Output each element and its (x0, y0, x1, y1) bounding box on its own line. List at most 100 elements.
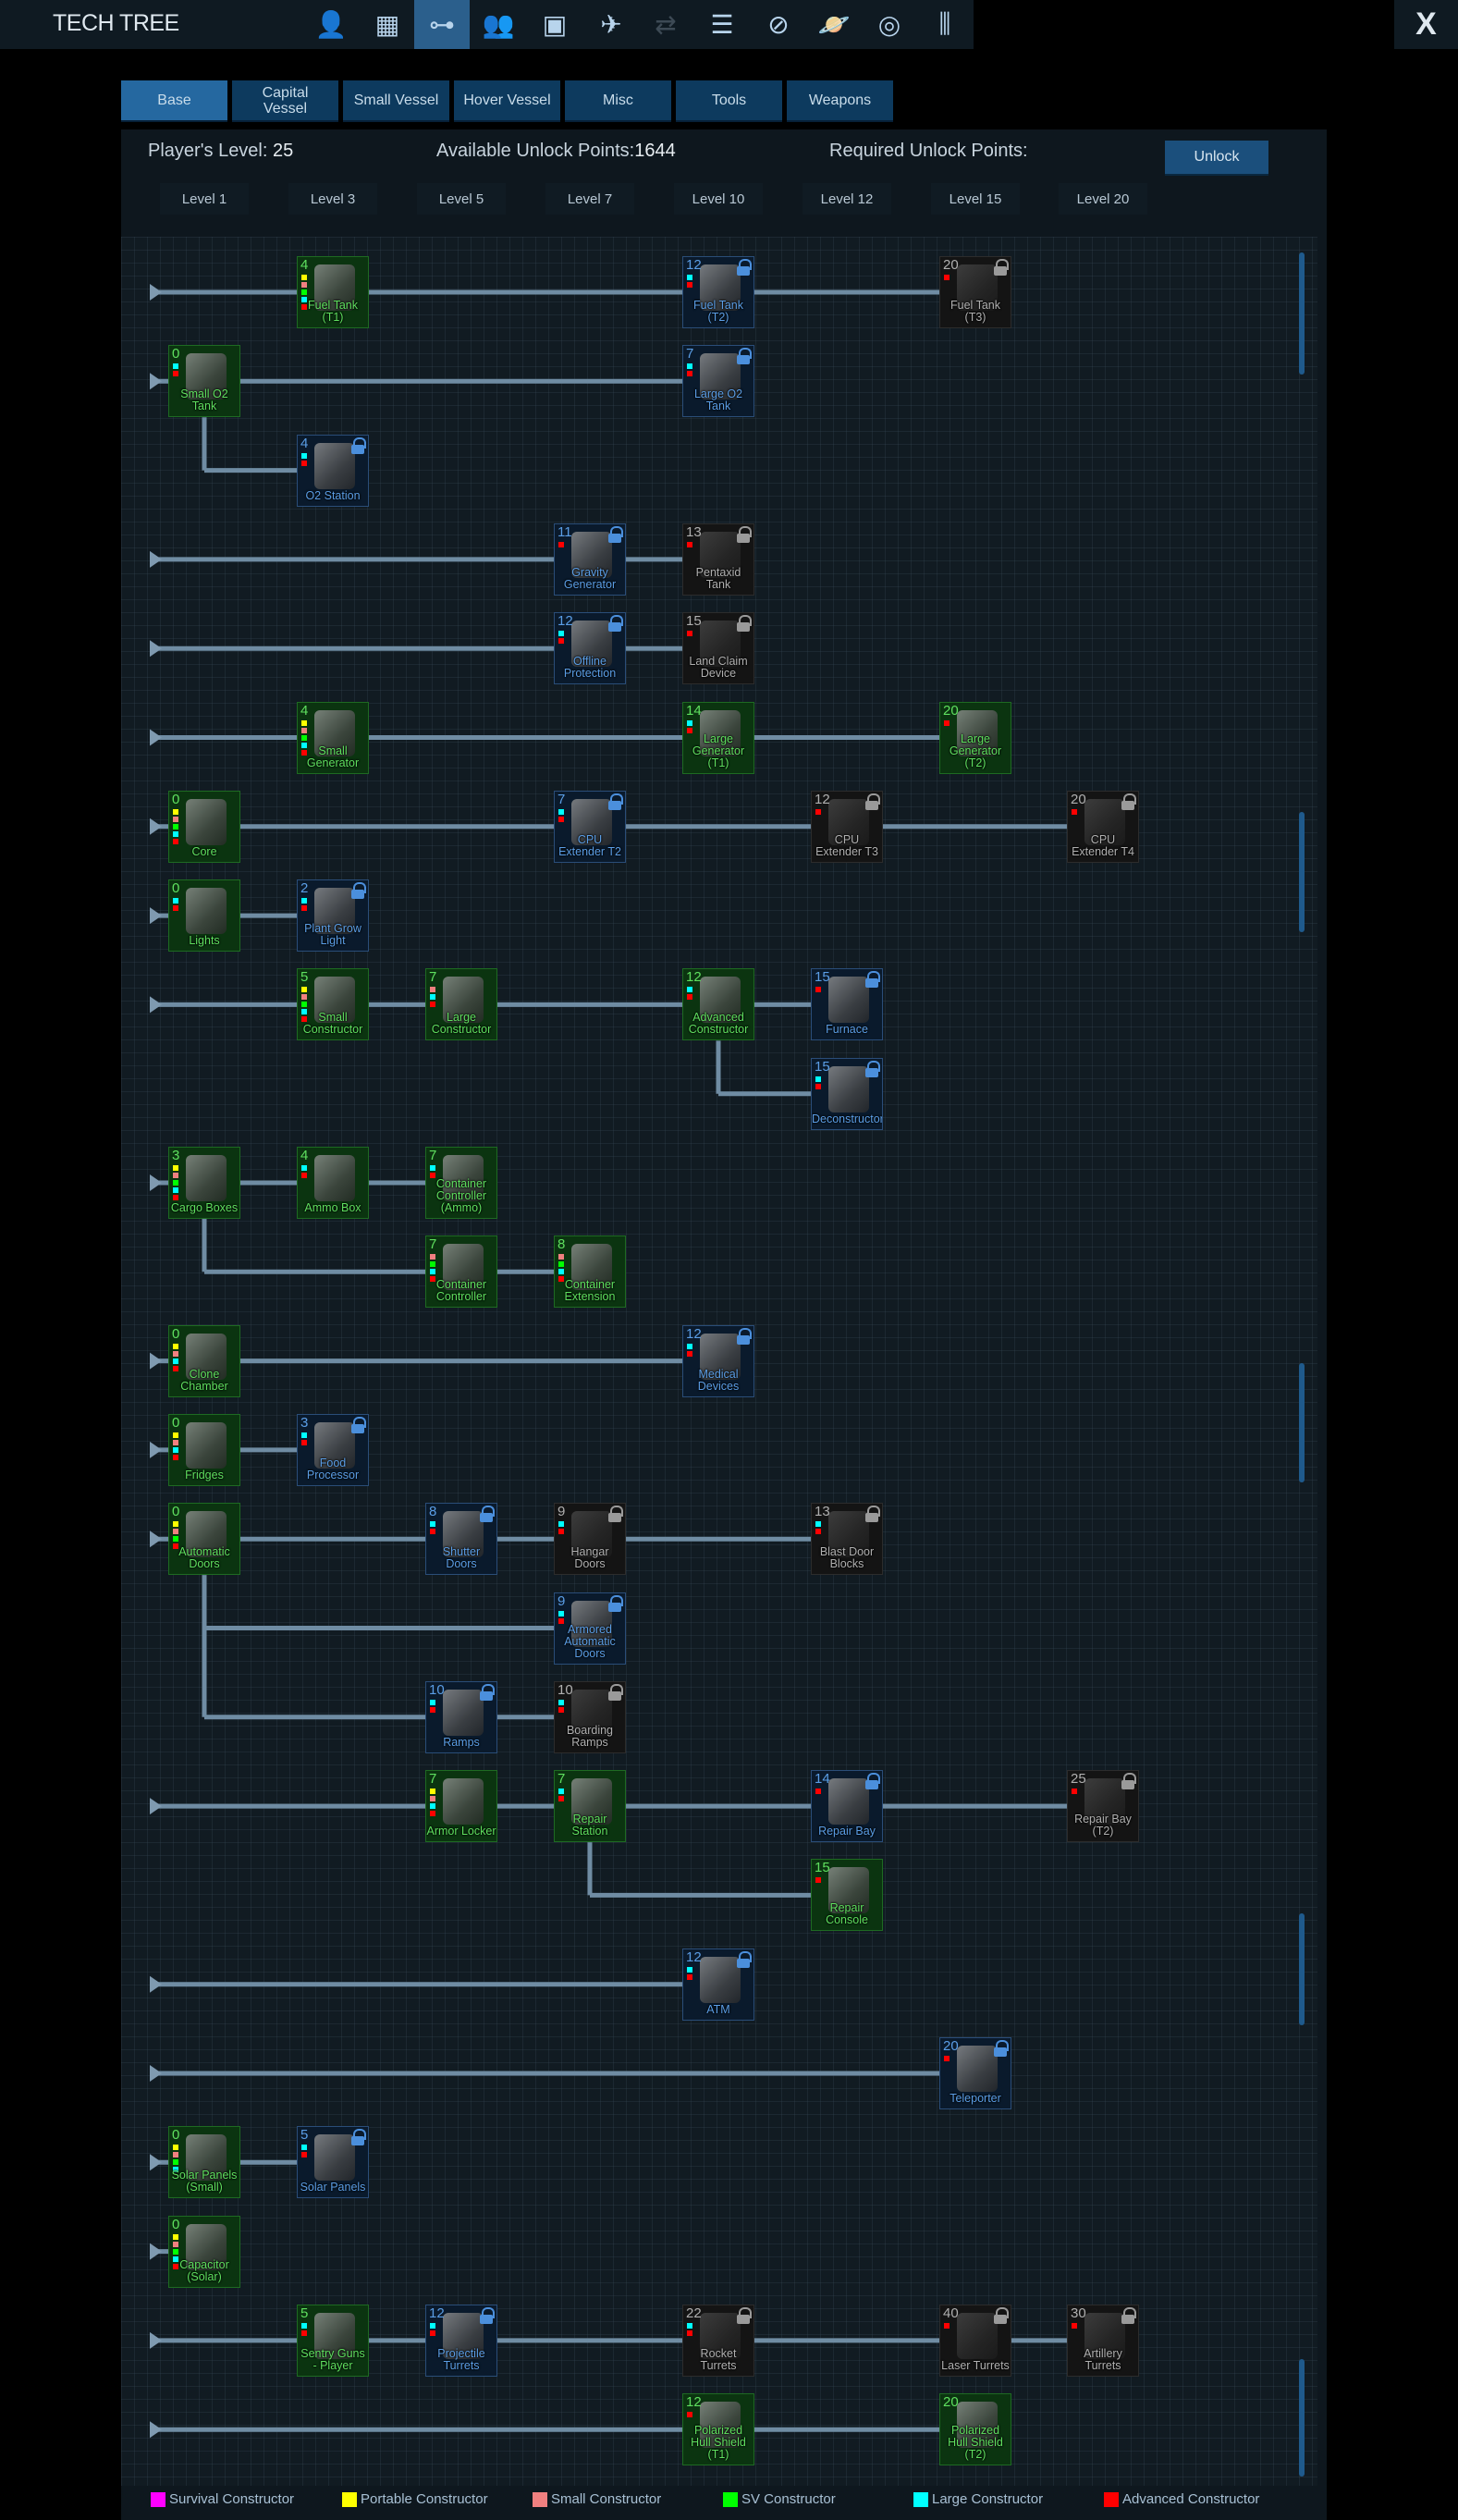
tech-node[interactable]: 0 Fridges (168, 1413, 240, 1486)
galaxy-icon[interactable]: ◎ (877, 10, 901, 39)
tech-node[interactable]: 9 Hangar Doors (554, 1503, 626, 1576)
tech-node[interactable]: 15 Repair Console (811, 1859, 883, 1932)
factory-icon[interactable]: ▦ (374, 10, 400, 39)
settings-icon[interactable]: ⫼ (938, 9, 951, 38)
tech-node[interactable]: 20 Large Generator (T2) (939, 701, 1011, 774)
tech-node[interactable]: 7 Container Controller (425, 1235, 497, 1309)
tab-misc[interactable]: Misc (565, 80, 671, 122)
tech-node[interactable]: 7 Large Constructor (425, 968, 497, 1041)
player-icon[interactable]: 👤 (314, 10, 348, 39)
tech-node[interactable]: 12 Advanced Constructor (682, 968, 754, 1041)
tech-node[interactable]: 7 Repair Station (554, 1770, 626, 1843)
scrollbar-thumb[interactable] (1299, 2359, 1305, 2477)
tech-node[interactable]: 14 Repair Bay (811, 1770, 883, 1843)
tab-capital-vessel[interactable]: Capital Vessel (232, 80, 338, 122)
tech-node[interactable]: 0 Core (168, 790, 240, 863)
tech-node[interactable]: 7 Armor Locker (425, 1770, 497, 1843)
trade-icon[interactable]: ⇄ (655, 10, 677, 39)
constructor-dot-advanced-constructor (687, 631, 692, 637)
tech-node[interactable]: 12 Polarized Hull Shield (T1) (682, 2393, 754, 2466)
tech-node[interactable]: 11 Gravity Generator (554, 522, 626, 596)
tech-node[interactable]: 14 Large Generator (T1) (682, 701, 754, 774)
tech-node[interactable]: 3 Food Processor (297, 1413, 369, 1486)
tab-weapons[interactable]: Weapons (787, 80, 893, 122)
tech-node[interactable]: 12 Medical Devices (682, 1324, 754, 1397)
planet-icon[interactable]: 🪐 (817, 10, 851, 39)
tech-node[interactable]: 7 Large O2 Tank (682, 345, 754, 418)
tech-node[interactable]: 4 Ammo Box (297, 1147, 369, 1219)
tech-node[interactable]: 4 Fuel Tank (T1) (297, 256, 369, 328)
tech-node[interactable]: 7 Container Controller (Ammo) (425, 1147, 497, 1219)
tech-node[interactable]: 0 Capacitor (Solar) (168, 2215, 240, 2288)
unlock-cost: 5 (300, 969, 309, 986)
legend-swatch (723, 2491, 738, 2507)
item-image (700, 1333, 741, 1380)
row-start-arrow-icon (150, 373, 162, 390)
item-image (186, 1333, 227, 1380)
tech-node[interactable]: 5 Small Constructor (297, 968, 369, 1041)
tech-node-label: Food Processor (306, 1456, 360, 1481)
tech-node[interactable]: 13 Pentaxid Tank (682, 522, 754, 596)
row-start-arrow-icon (150, 1798, 162, 1815)
tech-node[interactable]: 15 Furnace (811, 968, 883, 1041)
tech-node[interactable]: 22 Rocket Turrets (682, 2304, 754, 2377)
tech-node[interactable]: 0 Small O2 Tank (168, 345, 240, 418)
constructor-dots (687, 631, 692, 637)
tech-node[interactable]: 12 Offline Protection (554, 612, 626, 685)
tech-node[interactable]: 12 ATM (682, 1948, 754, 2021)
tech-node[interactable]: 4 O2 Station (297, 434, 369, 507)
constructor-dot-advanced-constructor (687, 541, 692, 547)
tech-node[interactable]: 10 Boarding Ramps (554, 1680, 626, 1753)
tech-node[interactable]: 5 Sentry Guns - Player (297, 2304, 369, 2377)
compass-icon[interactable]: ⊘ (767, 10, 790, 39)
constructor-dot-large-constructor (173, 363, 178, 370)
constructor-dot-advanced-constructor (687, 371, 692, 377)
close-button[interactable]: X (1394, 0, 1458, 49)
tech-node[interactable]: 20 CPU Extender T4 (1067, 790, 1139, 863)
tech-node[interactable]: 12 CPU Extender T3 (811, 790, 883, 863)
tech-node[interactable]: 20 Fuel Tank (T3) (939, 256, 1011, 328)
tech-node[interactable]: 12 Projectile Turrets (425, 2304, 497, 2377)
tech-node[interactable]: 0 Clone Chamber (168, 1324, 240, 1397)
tech-node[interactable]: 15 Deconstructor (811, 1057, 883, 1130)
tab-small-vessel[interactable]: Small Vessel (343, 80, 449, 122)
row-start-arrow-icon (150, 2331, 162, 2349)
tech-node[interactable]: 15 Land Claim Device (682, 612, 754, 685)
tech-node[interactable]: 0 Lights (168, 879, 240, 953)
tech-node[interactable]: 20 Polarized Hull Shield (T2) (939, 2393, 1011, 2466)
tech-node[interactable]: 3 Cargo Boxes (168, 1147, 240, 1219)
tech-node[interactable]: 20 Teleporter (939, 2037, 1011, 2109)
legend-item: Survival Constructor (151, 2491, 294, 2507)
scrollbar-thumb[interactable] (1299, 812, 1305, 932)
tech-node[interactable]: 4 Small Generator (297, 701, 369, 774)
constructor-dot-portable-constructor (173, 2145, 178, 2151)
tech-node[interactable]: 12 Fuel Tank (T2) (682, 256, 754, 328)
unlock-cost: 8 (429, 1504, 437, 1520)
tech-node[interactable]: 0 Solar Panels (Small) (168, 2126, 240, 2199)
tech-node[interactable]: 8 Shutter Doors (425, 1503, 497, 1576)
tab-hover-vessel[interactable]: Hover Vessel (454, 80, 560, 122)
faction-icon[interactable]: 👥 (482, 10, 515, 39)
tech-node[interactable]: 10 Ramps (425, 1680, 497, 1753)
terminal-icon[interactable]: ▣ (542, 10, 568, 39)
tech-node[interactable]: 7 CPU Extender T2 (554, 790, 626, 863)
tech-node[interactable]: 8 Container Extension (554, 1235, 626, 1309)
tech-node[interactable]: 30 Artillery Turrets (1067, 2304, 1139, 2377)
tech-node[interactable]: 5 Solar Panels (297, 2126, 369, 2199)
tech-node[interactable]: 40 Laser Turrets (939, 2304, 1011, 2377)
scrollbar-thumb[interactable] (1299, 252, 1305, 375)
log-icon[interactable]: ☰ (710, 10, 734, 39)
tech-tree-icon[interactable]: ⊶ (414, 0, 470, 49)
tab-tools[interactable]: Tools (676, 80, 782, 122)
ship-icon[interactable]: ✈ (600, 10, 622, 39)
tech-node[interactable]: 0 Automatic Doors (168, 1503, 240, 1576)
tab-base[interactable]: Base (121, 80, 227, 122)
scrollbar-thumb[interactable] (1299, 1913, 1305, 2025)
tech-node[interactable]: 9 Armored Automatic Doors (554, 1592, 626, 1665)
scrollbar-thumb[interactable] (1299, 1363, 1305, 1482)
tech-node-label: Clone Chamber (180, 1367, 228, 1393)
unlock-button[interactable]: Unlock (1165, 141, 1268, 176)
tech-node[interactable]: 25 Repair Bay (T2) (1067, 1770, 1139, 1843)
tech-node[interactable]: 13 Blast Door Blocks (811, 1503, 883, 1576)
tech-node[interactable]: 2 Plant Grow Light (297, 879, 369, 953)
